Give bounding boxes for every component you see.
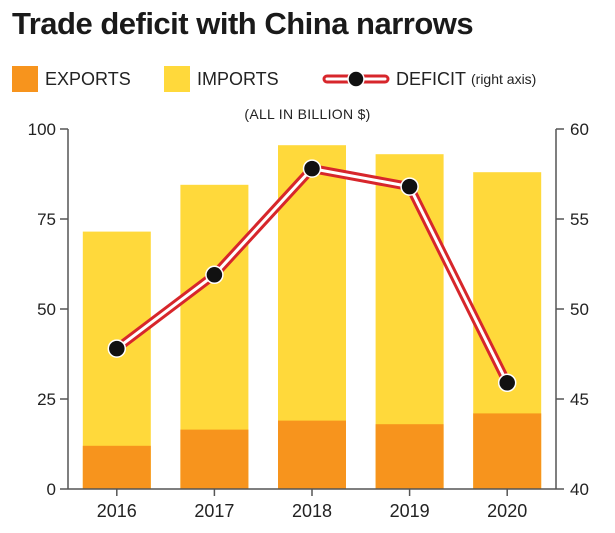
chart-subtitle: (ALL IN BILLION $) (244, 106, 371, 122)
legend-item-imports: IMPORTS (164, 66, 279, 92)
right-tick-label-60: 60 (570, 120, 589, 139)
exports-bar-2019 (375, 424, 444, 489)
left-tick-label-75: 75 (37, 210, 56, 229)
x-tick-label-2020: 2020 (487, 501, 527, 521)
legend-label-deficit-note: (right axis) (471, 71, 537, 87)
deficit-line-marker-icon (322, 70, 390, 88)
left-tick-label-50: 50 (37, 300, 56, 319)
imports-swatch (164, 66, 190, 92)
exports-bar-2016 (82, 445, 151, 489)
deficit-point-2018 (302, 159, 322, 178)
deficit-point-2019 (400, 177, 419, 196)
x-tick-label-2018: 2018 (292, 501, 332, 521)
x-tick-label-2019: 2019 (390, 501, 430, 521)
chart-title: Trade deficit with China narrows (12, 6, 474, 41)
deficit-point-2017 (205, 265, 224, 285)
x-tick-label-2016: 2016 (97, 501, 137, 521)
x-tick-label-2017: 2017 (194, 501, 234, 521)
legend-item-exports: EXPORTS (12, 66, 131, 92)
legend: EXPORTS IMPORTS DEFICIT (right axis) (12, 66, 607, 94)
legend-label-exports: EXPORTS (45, 68, 131, 89)
right-tick-label-50: 50 (570, 300, 589, 319)
left-tick-label-25: 25 (37, 390, 56, 409)
exports-bar-2020 (473, 413, 542, 489)
right-tick-label-55: 55 (570, 210, 589, 229)
exports-swatch (12, 66, 38, 92)
legend-label-imports: IMPORTS (197, 68, 279, 89)
left-tick-label-100: 100 (28, 120, 56, 139)
right-tick-label-40: 40 (570, 480, 589, 499)
exports-bar-2018 (278, 420, 346, 489)
deficit-point-2016 (107, 339, 127, 358)
legend-label-deficit: DEFICIT (396, 68, 466, 89)
right-tick-label-45: 45 (570, 390, 589, 409)
left-tick-label-0: 0 (47, 480, 56, 499)
deficit-point-2020 (497, 373, 517, 393)
legend-item-deficit: DEFICIT (right axis) (320, 66, 536, 92)
exports-bar-2017 (180, 429, 249, 489)
